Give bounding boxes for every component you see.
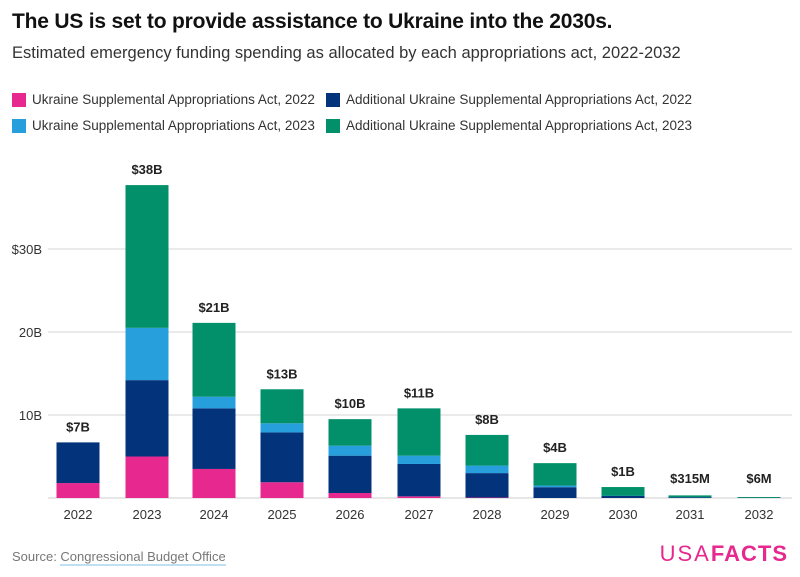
legend-swatch [12, 92, 26, 107]
logo-usa: USA [659, 541, 711, 566]
x-tick-label: 2030 [609, 507, 638, 522]
bar-segment [192, 468, 236, 498]
legend-item: Ukraine Supplemental Appropriations Act,… [12, 92, 315, 107]
bar-segment [260, 432, 304, 483]
bar-segment [465, 473, 509, 498]
bar-segment [397, 408, 441, 456]
bar-segment [192, 322, 236, 397]
x-tick-label: 2026 [336, 507, 365, 522]
bar-total-label: $315M [670, 471, 710, 486]
legend-label: Additional Ukraine Supplemental Appropri… [346, 118, 692, 133]
bar-segment [601, 487, 645, 496]
bar-segment [328, 419, 372, 446]
usafacts-logo: USAFACTS [660, 541, 788, 567]
bar-segment [260, 482, 304, 498]
bar-segment [397, 496, 441, 498]
bar-segment [260, 389, 304, 424]
bar-segment [533, 487, 577, 498]
bar-segment [737, 497, 781, 498]
bar-total-label: $8B [475, 412, 499, 427]
bar-total-label: $4B [543, 440, 567, 455]
bar-segment [125, 185, 169, 328]
bar-segment [533, 485, 577, 488]
bar-segment [328, 493, 372, 498]
bar-segment [601, 495, 645, 498]
bar-segment [56, 442, 100, 484]
bar-segment [465, 434, 509, 466]
bar-segment [533, 463, 577, 486]
legend-swatch [326, 118, 340, 133]
x-tick-label: 2029 [541, 507, 570, 522]
bar-total-label: $11B [404, 385, 434, 400]
bar-segment [397, 463, 441, 497]
bar-total-label: $38B [131, 162, 162, 177]
x-tick-label: 2023 [133, 507, 162, 522]
y-tick-label: 20B [19, 325, 42, 340]
bar-total-label: $6M [746, 471, 771, 486]
legend-swatch [326, 92, 340, 107]
source-prefix: Source: [12, 549, 61, 564]
bar-total-label: $10B [334, 396, 365, 411]
legend-label: Additional Ukraine Supplemental Appropri… [346, 92, 692, 107]
source-note: Source: Congressional Budget Office [12, 549, 226, 566]
source-link[interactable]: Congressional Budget Office [60, 549, 226, 566]
x-tick-label: 2024 [200, 507, 229, 522]
legend-swatch [12, 118, 26, 133]
bar-segment [328, 455, 372, 494]
bar-segment [192, 396, 236, 409]
bar-segment [397, 455, 441, 464]
x-tick-label: 2022 [64, 507, 93, 522]
logo-facts: FACTS [710, 541, 788, 566]
bar-segment [192, 408, 236, 469]
y-tick-label: $30B [12, 242, 42, 257]
legend-label: Ukraine Supplemental Appropriations Act,… [32, 118, 315, 133]
bar-segment [465, 497, 509, 498]
bar-segment [56, 483, 100, 498]
bar-segment [125, 380, 169, 457]
x-tick-label: 2032 [745, 507, 774, 522]
x-tick-label: 2031 [676, 507, 705, 522]
x-tick-label: 2025 [268, 507, 297, 522]
bar-total-label: $21B [198, 300, 229, 315]
legend-label: Ukraine Supplemental Appropriations Act,… [32, 92, 315, 107]
bar-total-label: $13B [266, 366, 297, 381]
bar-segment [125, 456, 169, 498]
bar-segment [668, 495, 712, 498]
chart-title: The US is set to provide assistance to U… [12, 10, 613, 33]
chart-subtitle: Estimated emergency funding spending as … [12, 44, 681, 62]
x-tick-label: 2027 [405, 507, 434, 522]
bar-segment [465, 465, 509, 474]
bar-total-label: $7B [66, 419, 90, 434]
bar-total-label: $1B [611, 464, 635, 479]
legend-item: Additional Ukraine Supplemental Appropri… [326, 118, 692, 133]
bar-segment [328, 445, 372, 456]
bar-segment [260, 423, 304, 433]
bar-segment [125, 327, 169, 381]
legend-item: Additional Ukraine Supplemental Appropri… [326, 92, 692, 107]
x-tick-label: 2028 [473, 507, 502, 522]
bar-segment [668, 497, 712, 498]
y-tick-label: 10B [19, 408, 42, 423]
legend-item: Ukraine Supplemental Appropriations Act,… [12, 118, 315, 133]
